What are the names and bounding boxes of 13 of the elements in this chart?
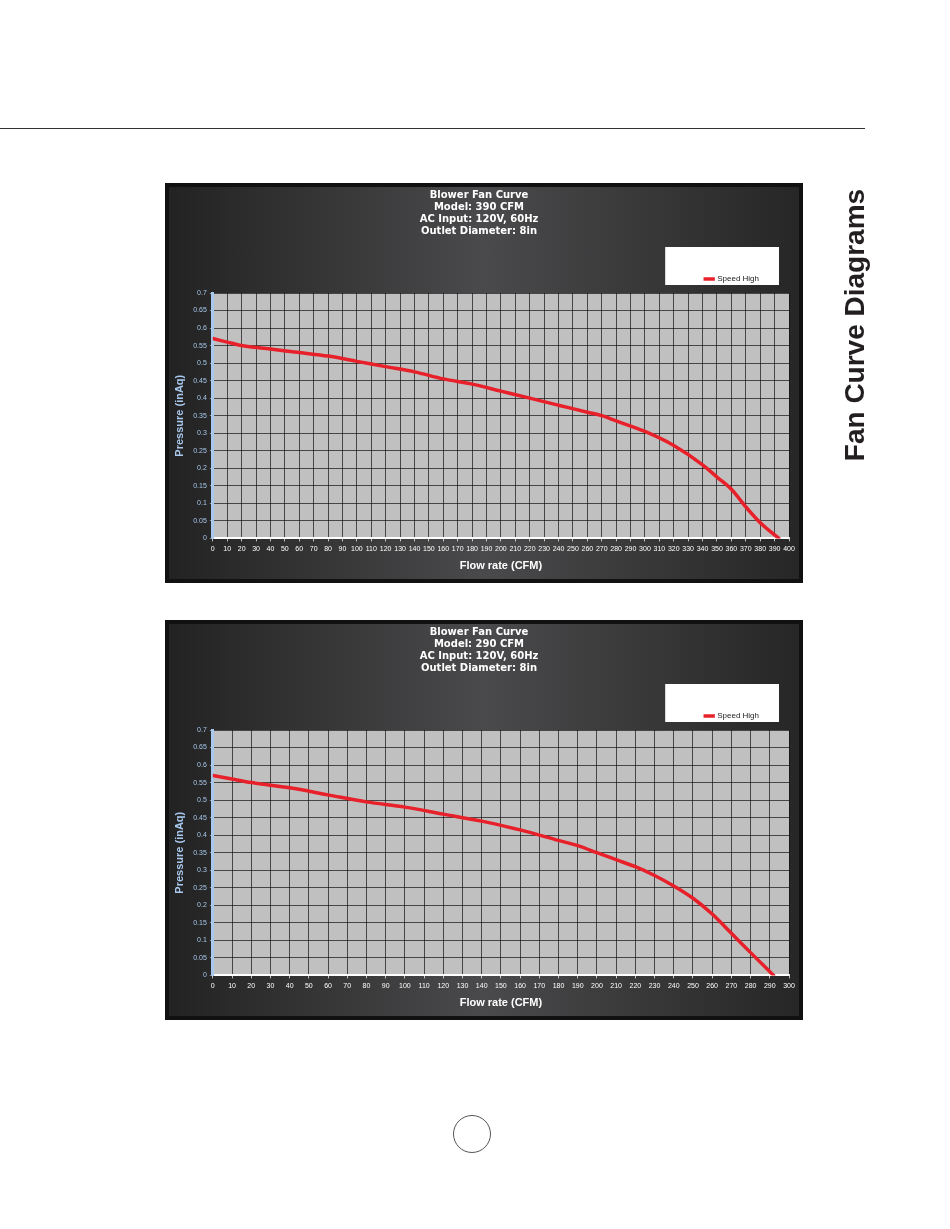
chart-title: Blower Fan Curve	[429, 188, 529, 200]
line-series	[212, 336, 781, 539]
legend-label: Speed High	[717, 711, 759, 721]
x-axis-title: Flow rate (CFM)	[459, 559, 543, 572]
chart-subtitle: Model: 390 CFM AC Input: 120V, 60Hz Outlet Diameter: 8in	[419, 200, 539, 236]
y-axis-title: Pressure (inAq)	[172, 374, 185, 457]
text: Fan Curve Diagrams	[839, 188, 871, 462]
y-axis-title: Pressure (inAq)	[172, 811, 185, 894]
chart-subtitle: Model: 290 CFM AC Input: 120V, 60Hz Outlet Diameter: 8in	[419, 637, 539, 673]
chart-title: Blower Fan Curve	[429, 625, 529, 637]
x-axis-title: Flow rate (CFM)	[459, 996, 543, 1009]
line-series	[212, 773, 776, 976]
legend-label: Speed High	[717, 274, 759, 284]
